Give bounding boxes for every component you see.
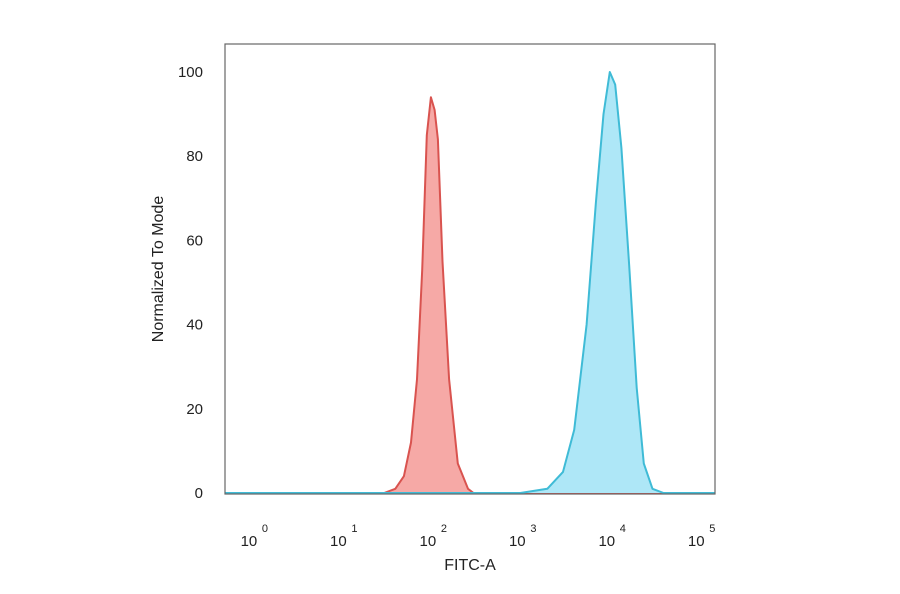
plot-frame <box>224 43 716 495</box>
y-axis-label: Normalized To Mode <box>150 196 167 343</box>
y-tick-label: 0 <box>195 485 203 502</box>
x-tick-label: 10 1 <box>330 523 357 550</box>
series-1-line <box>225 96 715 494</box>
svg-text:5: 5 <box>709 523 715 535</box>
svg-text:10: 10 <box>241 533 258 550</box>
y-tick-label: 80 <box>186 148 203 165</box>
svg-text:10: 10 <box>509 533 526 550</box>
x-tick-label: 10 0 <box>241 523 268 550</box>
y-tick-label: 100 <box>178 64 203 81</box>
plot-marks <box>225 71 715 494</box>
svg-text:0: 0 <box>262 523 268 535</box>
series-2-area <box>225 72 715 493</box>
y-tick-label: 60 <box>186 232 203 249</box>
y-axis-ticks: 0 20 40 60 80 100 <box>178 64 203 502</box>
x-axis-label: FITC-A <box>444 557 496 574</box>
x-tick-label: 10 4 <box>598 523 625 550</box>
series-2-line <box>225 71 715 494</box>
svg-text:4: 4 <box>620 523 626 535</box>
svg-text:2: 2 <box>441 523 447 535</box>
svg-text:1: 1 <box>351 523 357 535</box>
x-tick-label: 10 2 <box>420 523 447 550</box>
svg-text:10: 10 <box>330 533 347 550</box>
svg-text:3: 3 <box>530 523 536 535</box>
y-tick-label: 40 <box>186 317 203 334</box>
y-tick-label: 20 <box>186 401 203 418</box>
x-tick-label: 10 3 <box>509 523 536 550</box>
svg-text:10: 10 <box>598 533 615 550</box>
svg-text:10: 10 <box>420 533 437 550</box>
x-axis-ticks: 10 0 10 1 10 2 10 3 10 4 10 5 <box>241 523 716 550</box>
x-tick-label: 10 5 <box>688 523 715 550</box>
svg-text:10: 10 <box>688 533 705 550</box>
